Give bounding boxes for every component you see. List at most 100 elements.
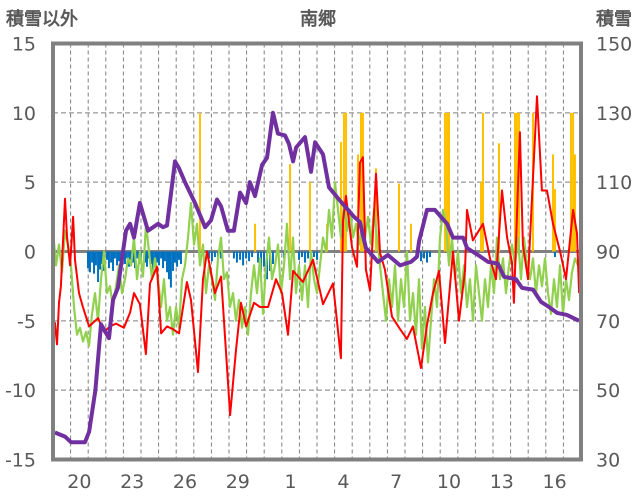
orange_bars-bar (198, 112, 201, 252)
orange_bars-bar (572, 112, 575, 252)
orange_bars-bar (448, 112, 450, 252)
blue_bars-bar (172, 251, 175, 271)
blue_bars-bar (426, 251, 428, 263)
blue_bars-bar (135, 251, 138, 259)
right-y-tick-label: 130 (596, 103, 632, 125)
blue_bars-bar (91, 251, 94, 263)
blue_bars-bar (248, 251, 251, 262)
blue_bars-bar (132, 251, 135, 263)
blue_bars-bar (251, 251, 254, 258)
x-tick-label: 10 (437, 471, 461, 493)
blue_bars-bar (118, 251, 120, 262)
blue_bars-bar (151, 251, 154, 270)
blue_bars-bar (245, 251, 248, 259)
orange_bars-bar (480, 182, 483, 252)
orange_bars-bar (342, 112, 345, 252)
chart-title: 南郷 (300, 8, 336, 30)
blue_bars-bar (232, 251, 235, 259)
blue_bars-bar (93, 251, 96, 274)
blue_bars-bar (176, 251, 179, 267)
blue_bars-bar (210, 251, 213, 262)
left-y-tick-label: 0 (24, 242, 36, 264)
snow_depth (54, 110, 580, 445)
left-y-tick-label: -10 (5, 380, 36, 402)
x-tick-label: 20 (67, 471, 91, 493)
blue_bars-bar (154, 251, 157, 260)
orange_bars-bar (446, 112, 449, 252)
blue_bars-bar (106, 251, 109, 260)
blue_bars-bar (178, 251, 181, 260)
orange_bars-bar (481, 112, 484, 252)
blue_bars-bar (145, 251, 148, 267)
green_line (51, 181, 583, 364)
gridlines (53, 43, 581, 460)
orange_bars-bar (409, 223, 412, 252)
orange_bars-bar (497, 143, 500, 252)
orange_bars-bar (345, 112, 348, 252)
orange_bars-bar (254, 223, 257, 252)
blue_bars-bar (173, 251, 176, 263)
blue_bars-bar (100, 251, 103, 264)
blue_bars-bar (307, 251, 310, 259)
blue_bars-bar (94, 251, 97, 266)
blue_bars-bar (301, 251, 304, 258)
orange_bars-bar (514, 112, 516, 252)
right-y-tick-label: 150 (596, 34, 632, 56)
orange_bars-bar (443, 112, 446, 252)
left-y-tick-label: -5 (17, 311, 36, 333)
blue_bars-bar (162, 251, 164, 269)
right-y-tick-label: 110 (596, 172, 632, 194)
blue_bars-bar (242, 251, 245, 266)
right-y-tick-label: 70 (596, 311, 620, 333)
blue_bars-bar (553, 251, 556, 258)
blue_bars-bar (316, 251, 318, 260)
right-y-tick-label: 50 (596, 380, 620, 402)
left-y-tick-label: 10 (12, 103, 36, 125)
orange_bars-bar (574, 154, 577, 252)
blue_bars-bar (235, 251, 238, 263)
blue_bars-bar (163, 251, 166, 262)
orange_bars-bar (552, 154, 555, 252)
x-tick-label: 16 (543, 471, 567, 493)
blue_bars-bar (423, 251, 426, 259)
blue_bars-bar (239, 251, 242, 260)
blue_bars-bar (112, 251, 115, 271)
lines-layer (51, 95, 583, 445)
left-axis-label: 積雪以外 (5, 8, 78, 30)
right-axis-label: 積雪 (595, 8, 632, 30)
x-tick-label: 23 (120, 471, 144, 493)
blue_bars-bar (179, 251, 182, 264)
blue_bars-bar (113, 251, 116, 259)
blue_bars-bar (157, 251, 160, 266)
x-tick-label: 13 (490, 471, 514, 493)
blue_bars-bar (107, 251, 110, 269)
blue_bars-bar (420, 251, 423, 262)
blue_bars-bar (263, 251, 266, 267)
blue_bars-bar (213, 251, 216, 258)
blue_bars-bar (125, 251, 128, 259)
red_line (53, 95, 581, 417)
orange_bars-bar (289, 164, 292, 252)
x-tick-label: 29 (226, 471, 250, 493)
left-y-tick-label: -15 (5, 450, 36, 472)
blue_bars-bar (98, 251, 101, 270)
x-tick-label: 7 (390, 471, 402, 493)
blue_bars-bar (123, 251, 126, 264)
blue_bars-bar (166, 251, 169, 273)
orange_bars-bar (360, 112, 362, 252)
left-y-tick-label: 5 (24, 172, 36, 194)
orange_bars-bar (515, 112, 518, 252)
orange_bars-bar (569, 112, 572, 252)
blue_bars-bar (156, 251, 159, 263)
blue_bars-bar (88, 251, 91, 273)
blue_bars-bar (169, 251, 172, 288)
plot-frame (51, 41, 583, 462)
orange_bars-bar (553, 189, 556, 252)
right-y-tick-label: 30 (596, 450, 620, 472)
blue_bars-bar (428, 251, 431, 258)
blue_bars-bar (87, 251, 90, 269)
orange_bars-bar (339, 141, 342, 252)
blue_bars-bar (110, 251, 113, 263)
